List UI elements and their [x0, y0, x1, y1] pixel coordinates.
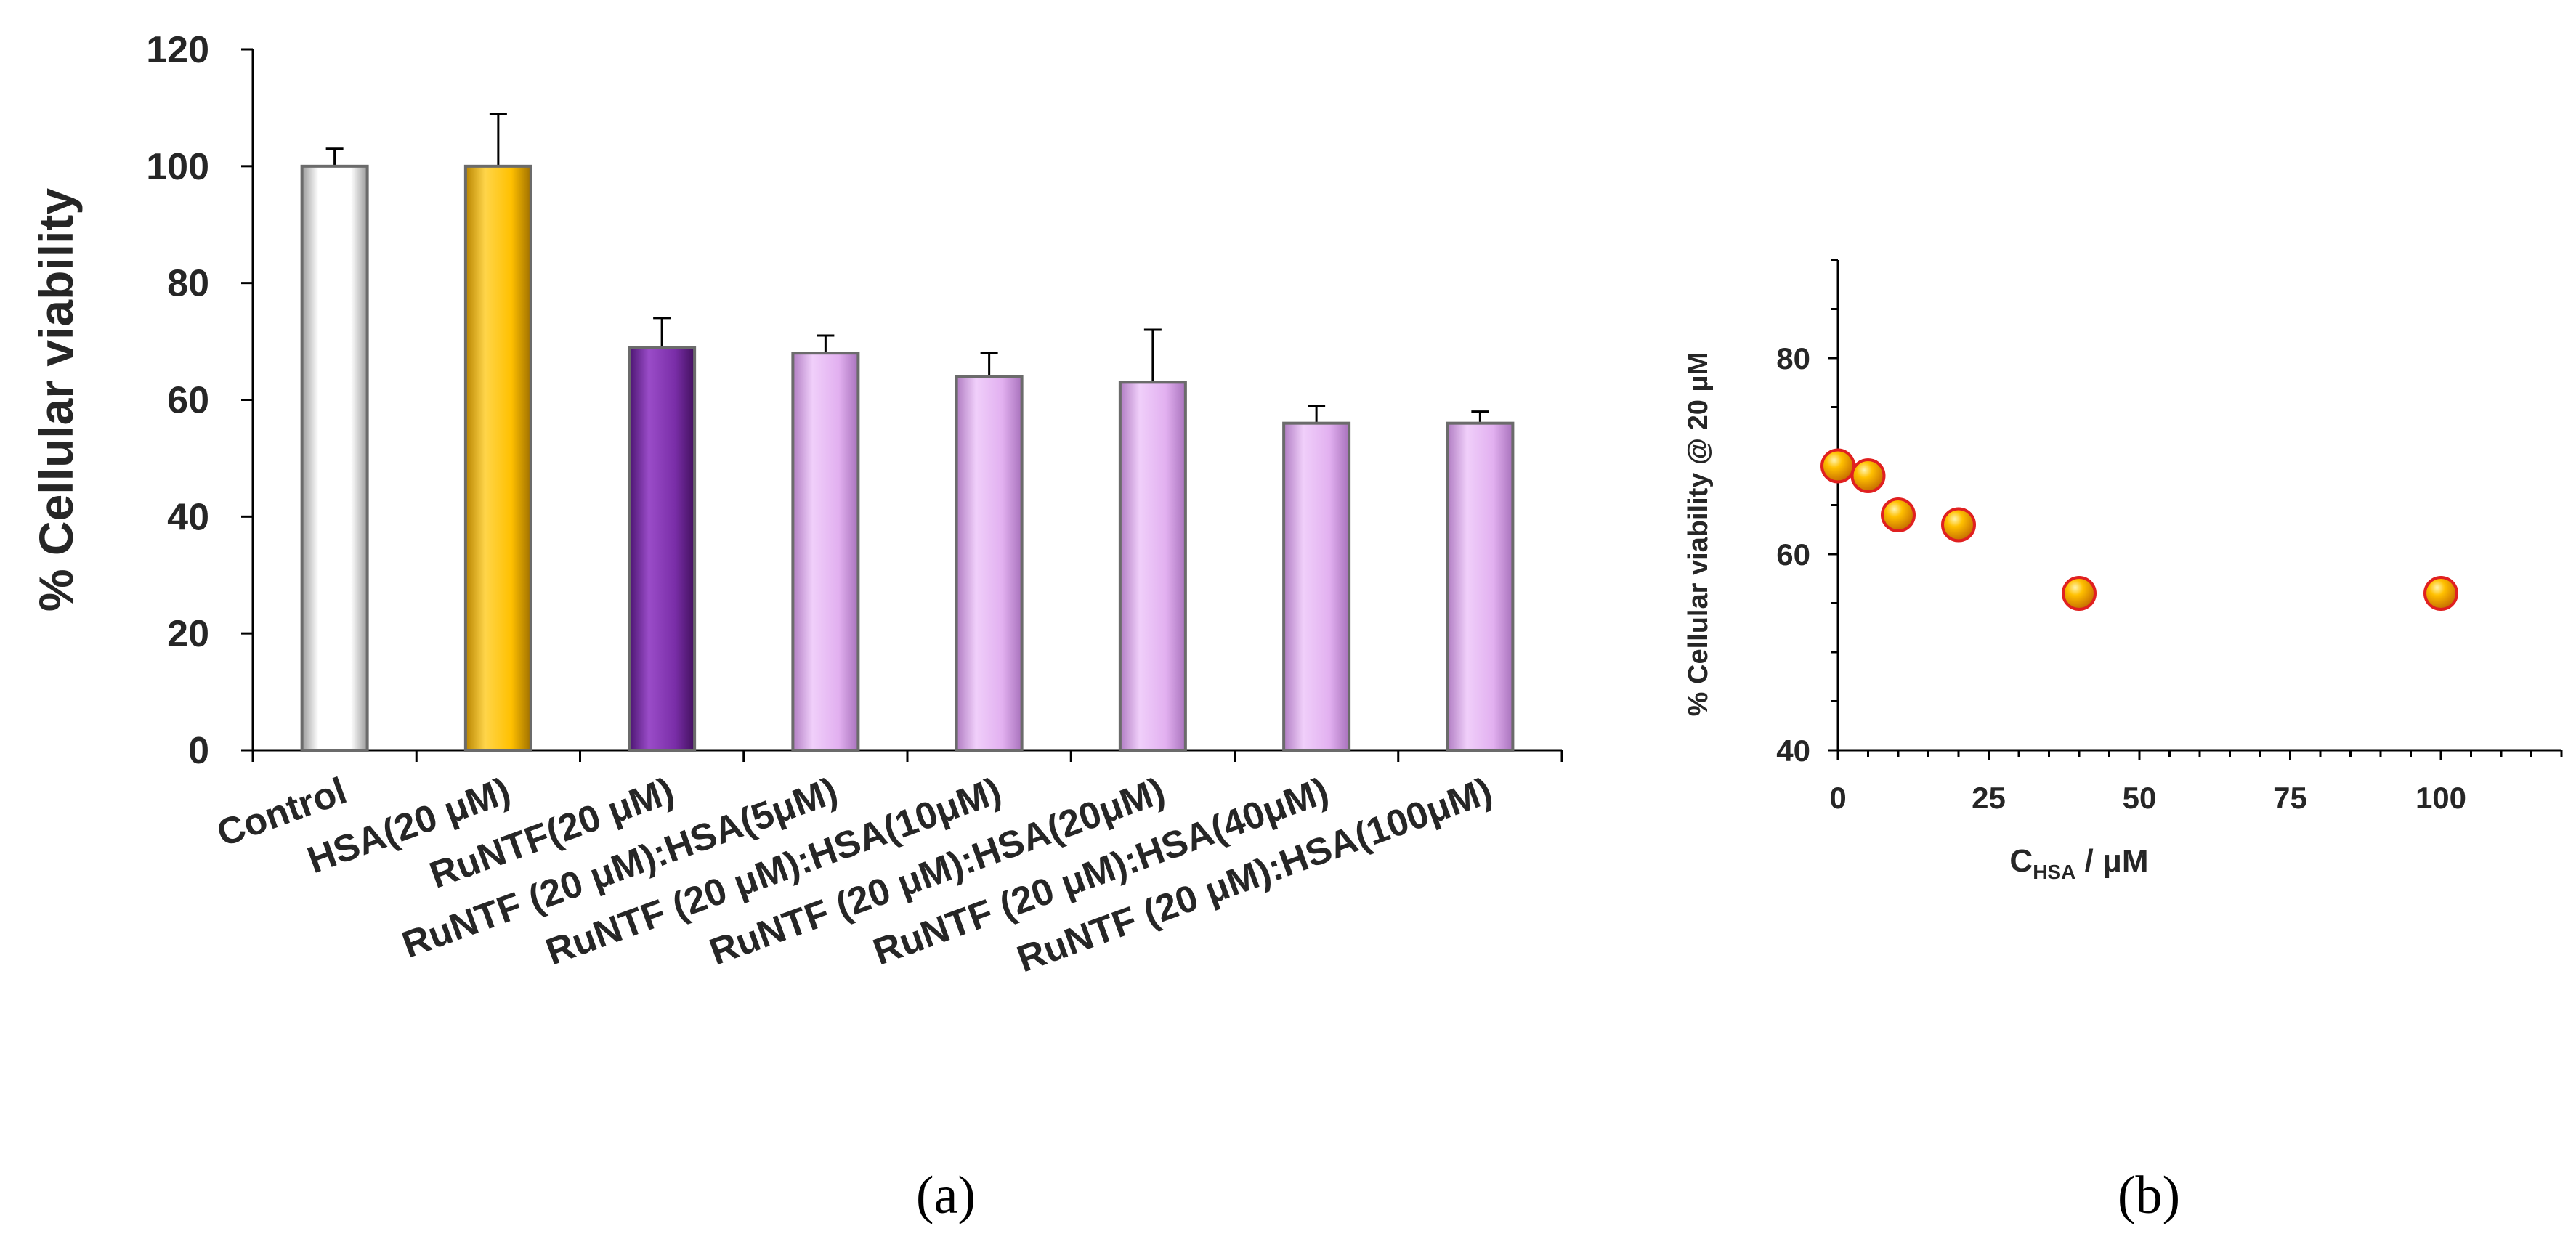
- x-tick-label: 75: [2273, 781, 2307, 815]
- bar: [1282, 421, 1351, 752]
- x-axis-label: CHSA / μM: [2009, 843, 2148, 883]
- scatter-point: [1941, 507, 1976, 543]
- y-axis-label: % Cellular viability: [29, 188, 83, 612]
- y-tick-label: 80: [1776, 341, 1810, 375]
- bar: [628, 346, 697, 752]
- scatter-point: [1881, 497, 1916, 532]
- y-tick-label: 120: [146, 29, 209, 71]
- x-tick-label: 25: [1972, 781, 2006, 815]
- y-tick-label: 0: [188, 730, 209, 772]
- y-axis-label: % Cellular viability @ 20 μM: [1683, 352, 1714, 717]
- x-axis-label-subscript: HSA: [2033, 861, 2075, 883]
- scatter-point: [1850, 458, 1886, 493]
- x-tick-label: 0: [1829, 781, 1846, 815]
- x-axis-label-main: C: [2009, 843, 2033, 879]
- bar: [463, 164, 532, 752]
- y-tick-label: 60: [1776, 537, 1810, 572]
- y-tick-label: 40: [167, 496, 209, 538]
- panel-label-b: (b): [2118, 1166, 2180, 1225]
- y-tick-label: 20: [167, 613, 209, 655]
- y-tick-label: 100: [146, 146, 209, 188]
- scatter-point: [2423, 576, 2458, 611]
- x-tick-label: 100: [2415, 781, 2466, 815]
- y-tick-label: 80: [167, 263, 209, 305]
- bar: [1118, 381, 1187, 752]
- x-axis-label-unit: / μM: [2075, 843, 2148, 879]
- bar: [955, 375, 1024, 752]
- scatter-point: [1820, 448, 1855, 484]
- scatter-chart-panel: 0 25 50 75 100 40 60 80 % Cellular viability @ 2…: [1683, 259, 2563, 1225]
- bar: [1446, 421, 1515, 752]
- x-tick-label: 50: [2123, 781, 2157, 815]
- bar: [791, 352, 860, 752]
- bar: [300, 164, 369, 752]
- y-tick-label: 60: [167, 380, 209, 422]
- scatter-point: [2062, 576, 2097, 611]
- panel-label-a: (a): [916, 1166, 976, 1225]
- y-tick-label: 40: [1776, 734, 1810, 768]
